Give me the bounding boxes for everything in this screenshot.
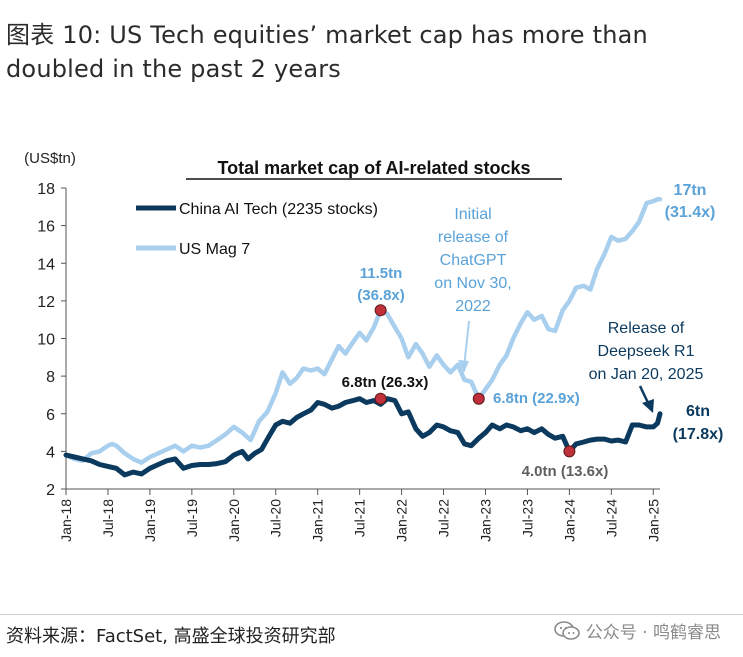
event-marker-china bbox=[563, 445, 576, 458]
y-axis-unit-label: (US$tn) bbox=[24, 150, 76, 167]
chatgpt-note-line-3: ChatGPT bbox=[440, 252, 507, 269]
x-tick-label: Jan-21 bbox=[310, 499, 326, 542]
y-tick-label: 16 bbox=[37, 219, 55, 236]
deepseek-arrow-head bbox=[642, 399, 654, 413]
x-tick-label: Jul-19 bbox=[184, 499, 200, 537]
event-marker-us bbox=[374, 304, 387, 317]
china-end-value: 6tn bbox=[686, 403, 710, 420]
y-tick-label: 6 bbox=[46, 407, 55, 424]
y-tick-label: 10 bbox=[37, 332, 55, 349]
china-end-multiple: (17.8x) bbox=[673, 426, 724, 443]
y-tick-label: 12 bbox=[37, 294, 55, 311]
chatgpt-arrow bbox=[463, 320, 470, 368]
chatgpt-note-line-5: 2022 bbox=[455, 298, 491, 315]
deepseek-note-line-1: Release of bbox=[608, 320, 685, 337]
us-peak-multiple: (36.8x) bbox=[357, 287, 405, 304]
x-tick-label: Jul-20 bbox=[268, 499, 284, 537]
chatgpt-note-line-4: on Nov 30, bbox=[434, 275, 511, 292]
wechat-icon bbox=[553, 620, 580, 640]
legend-label-china: China AI Tech (2235 stocks) bbox=[179, 201, 378, 218]
us-end-value: 17tn bbox=[674, 182, 707, 199]
x-tick-label: Jul-18 bbox=[100, 499, 116, 537]
x-tick-label: Jul-23 bbox=[519, 499, 535, 537]
x-tick-label: Jan-18 bbox=[58, 499, 74, 542]
market-cap-chart: Total market cap of AI-related stocks (U… bbox=[24, 150, 724, 542]
us-peak-value: 11.5tn bbox=[360, 265, 403, 282]
series-lines bbox=[63, 197, 663, 478]
chatgpt-note-line-2: release of bbox=[438, 229, 509, 246]
y-tick-label: 4 bbox=[46, 444, 55, 461]
y-tick-label: 18 bbox=[37, 181, 55, 198]
watermark-text: 公众号 · 鸣鹤睿思 bbox=[585, 623, 721, 643]
chatgpt-arrow-head bbox=[458, 360, 469, 373]
x-tick-label: Jul-24 bbox=[603, 499, 619, 537]
annotations: 11.5tn (36.8x) 6.8tn (26.3x) 6.8tn (22.9… bbox=[342, 182, 724, 480]
footer-divider bbox=[0, 614, 743, 615]
chatgpt-note-line-1: Initial bbox=[454, 206, 491, 223]
watermark: 公众号 · 鸣鹤睿思 bbox=[553, 618, 721, 643]
event-marker-china bbox=[472, 392, 485, 405]
china-peak-label: 6.8tn (26.3x) bbox=[342, 374, 429, 391]
page-title: 图表 10: US Tech equities’ market cap has … bbox=[6, 21, 648, 83]
china-low-label: 4.0tn (13.6x) bbox=[522, 463, 609, 480]
x-tick-label: Jul-22 bbox=[436, 499, 452, 537]
china-chatgpt-label: 6.8tn (22.9x) bbox=[493, 390, 580, 407]
event-marker-china bbox=[374, 392, 387, 405]
legend-label-us: US Mag 7 bbox=[179, 241, 250, 258]
axes: 2 4 6 8 10 12 14 16 18 Jan-18 Jul-18 Jan-19 Jul-19 Ja… bbox=[37, 181, 661, 542]
us-end-multiple: (31.4x) bbox=[665, 204, 716, 221]
deepseek-note-line-3: on Jan 20, 2025 bbox=[589, 366, 704, 383]
y-tick-label: 14 bbox=[37, 256, 55, 273]
x-tick-label: Jan-22 bbox=[394, 499, 410, 542]
source-note: 资料来源：FactSet, 高盛全球投资研究部 bbox=[6, 626, 336, 647]
x-tick-label: Jan-25 bbox=[645, 499, 661, 542]
x-tick-label: Jan-20 bbox=[226, 499, 242, 542]
deepseek-note-line-2: Deepseek R1 bbox=[598, 343, 695, 360]
x-tick-label: Jul-21 bbox=[352, 499, 368, 537]
chart-title: Total market cap of AI-related stocks bbox=[217, 158, 530, 178]
legend: China AI Tech (2235 stocks) US Mag 7 bbox=[136, 201, 378, 258]
x-tick-label: Jan-24 bbox=[561, 499, 577, 542]
event-markers bbox=[374, 304, 576, 458]
x-tick-label: Jan-19 bbox=[142, 499, 158, 542]
y-tick-label: 8 bbox=[46, 369, 55, 386]
y-tick-label: 2 bbox=[46, 482, 55, 499]
series-line-us bbox=[63, 197, 663, 465]
x-tick-label: Jan-23 bbox=[477, 499, 493, 542]
